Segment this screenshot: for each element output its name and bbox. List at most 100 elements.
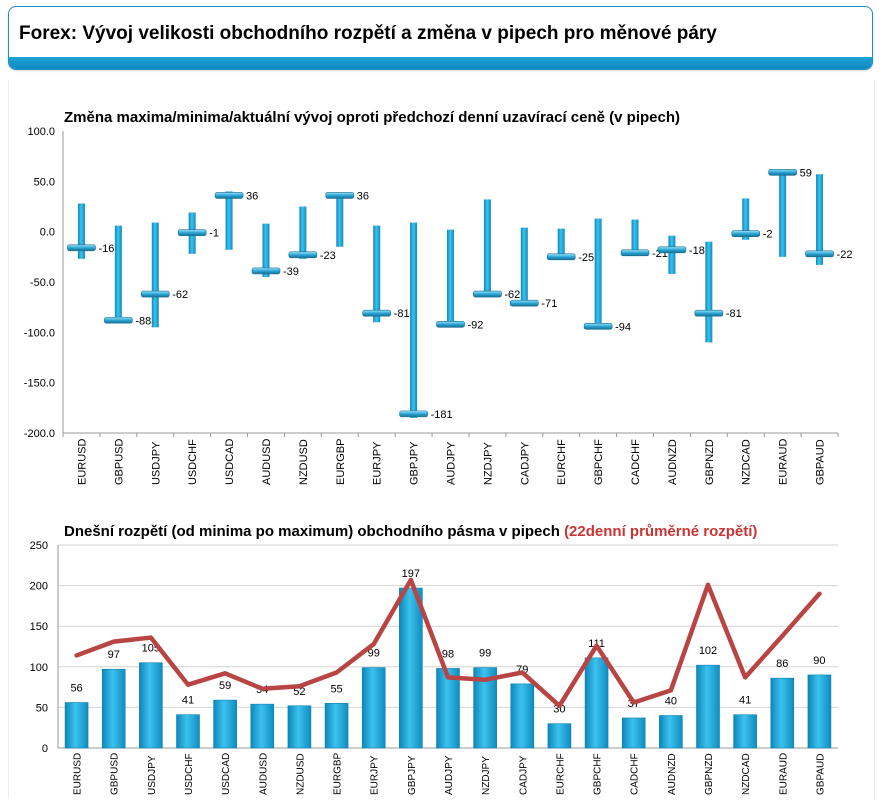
chart2-value-label: 99 bbox=[479, 648, 491, 660]
chart2-bar bbox=[64, 702, 89, 749]
chart2-bar bbox=[324, 703, 349, 749]
chart1-category-label: EURCHF bbox=[556, 439, 568, 485]
chart1-current-marker bbox=[399, 410, 428, 418]
chart2-value-label: 30 bbox=[553, 704, 565, 716]
chart2-bar bbox=[436, 668, 460, 749]
chart2-bar bbox=[807, 674, 832, 749]
chart1-category-label: NZDCAD bbox=[741, 439, 753, 485]
chart2-value-label: 55 bbox=[330, 683, 342, 695]
chart1-range-bar bbox=[373, 225, 381, 323]
chart2-category-label: NZDJPY bbox=[481, 756, 492, 795]
chart2-title-accent: (22denní průměrné rozpětí) bbox=[564, 523, 758, 540]
chart1-value-label: -22 bbox=[837, 249, 853, 261]
chart1-range-bar bbox=[410, 222, 418, 418]
chart1-value-label: -181 bbox=[431, 409, 453, 421]
chart2-title-main: Dnešní rozpětí (od minima po maximum) ob… bbox=[64, 523, 560, 540]
chart1-category-label: EURJPY bbox=[372, 441, 384, 485]
chart1-value-label: -88 bbox=[135, 315, 151, 327]
chart1-range-bar bbox=[779, 170, 787, 257]
chart1-range-bar bbox=[225, 191, 233, 250]
chart2-category-label: AUDJPY bbox=[444, 755, 455, 795]
chart1-ytick-label: -100.0 bbox=[24, 327, 55, 339]
chart2-bar bbox=[770, 677, 795, 749]
chart2-bar bbox=[399, 587, 423, 749]
chart2-bar bbox=[101, 668, 126, 749]
chart1-value-label: -81 bbox=[726, 308, 742, 320]
chart1-category-label: EURGBP bbox=[335, 439, 347, 485]
chart2-ytick-label: 150 bbox=[30, 621, 48, 633]
chart2-bar bbox=[250, 703, 275, 749]
chart1-value-label: 36 bbox=[357, 190, 369, 202]
chart2-value-label: 197 bbox=[402, 568, 420, 580]
chart1-current-marker bbox=[325, 192, 355, 199]
chart1-value-label: -18 bbox=[689, 245, 705, 257]
chart2-value-label: 99 bbox=[368, 648, 380, 660]
chart2-category-label: EURGBP bbox=[333, 752, 344, 795]
chart2-ytick-label: 100 bbox=[30, 662, 48, 674]
chart1-category-label: AUDUSD bbox=[261, 438, 273, 485]
chart1-category-label: NZDUSD bbox=[298, 439, 310, 485]
chart2-value-label: 56 bbox=[70, 683, 82, 695]
chart1-value-label: -2 bbox=[763, 229, 773, 241]
chart1-category-label: EURAUD bbox=[778, 438, 790, 485]
chart2-value-label: 52 bbox=[293, 686, 305, 698]
chart2-category-label: GBPJPY bbox=[407, 755, 418, 795]
chart1-ytick-label: -150.0 bbox=[24, 378, 55, 390]
chart2-value-label: 40 bbox=[665, 696, 677, 708]
chart2-category-label: USDJPY bbox=[147, 755, 158, 795]
chart1-range-bar bbox=[520, 227, 528, 305]
header-band bbox=[9, 57, 872, 69]
chart1-current-marker bbox=[694, 309, 724, 317]
chart1-category-label: GBPAUD bbox=[815, 439, 827, 485]
chart1-current-marker bbox=[657, 246, 687, 254]
chart1-current-marker bbox=[104, 316, 133, 324]
chart2-bar bbox=[361, 667, 386, 749]
chart2-category-label: EURCHF bbox=[555, 753, 566, 795]
chart2-category-label: GBPNZD bbox=[704, 753, 715, 795]
chart2-bar bbox=[473, 667, 497, 749]
chart1-value-label: -1 bbox=[209, 228, 219, 240]
chart1-range-bar bbox=[631, 219, 639, 254]
chart1-category-label: USDCAD bbox=[224, 438, 236, 485]
chart2-value-label: 102 bbox=[699, 645, 717, 657]
chart1-current-marker bbox=[583, 322, 613, 330]
header-banner: Forex: Vývoj velikosti obchodního rozpět… bbox=[8, 6, 873, 70]
chart1-current-marker bbox=[177, 229, 207, 236]
chart1-range-bar bbox=[742, 198, 750, 240]
chart1-category-label: EURUSD bbox=[76, 438, 88, 485]
chart2-value-label: 41 bbox=[739, 695, 751, 707]
chart1-range-bar bbox=[447, 229, 454, 328]
chart1-category-label: USDCHF bbox=[187, 439, 199, 485]
chart2-category-label: AUDNZD bbox=[667, 753, 678, 795]
chart1-category-label: GBPCHF bbox=[593, 439, 605, 485]
chart1-category-label: GBPNZD bbox=[704, 439, 716, 485]
chart1-value-label: 36 bbox=[246, 190, 258, 202]
chart2-bar bbox=[139, 662, 163, 749]
chart1-category-label: AUDJPY bbox=[446, 441, 458, 485]
chart2-ytick-label: 200 bbox=[30, 581, 48, 593]
chart2-category-label: EURJPY bbox=[370, 755, 381, 795]
chart2-value-label: 98 bbox=[442, 648, 454, 660]
chart2-bar bbox=[510, 683, 535, 749]
chart1-value-label: -81 bbox=[394, 308, 410, 320]
chart2-ytick-label: 0 bbox=[42, 743, 48, 755]
chart1-value-label: -71 bbox=[541, 298, 557, 310]
chart2-bar bbox=[584, 657, 609, 749]
chart2-ytick-label: 250 bbox=[30, 540, 48, 552]
chart2-category-label: GBPUSD bbox=[110, 753, 121, 795]
chart1-title: Změna maxima/minima/aktuální vývoj oprot… bbox=[64, 109, 681, 126]
chart2-bar bbox=[176, 714, 200, 749]
charts-panel bbox=[8, 80, 875, 798]
chart1-ytick-label: -50.0 bbox=[30, 277, 55, 289]
chart1-current-marker bbox=[546, 253, 576, 261]
chart1-range-bar bbox=[77, 203, 85, 259]
chart1-value-label: -25 bbox=[578, 252, 594, 264]
chart2-value-label: 86 bbox=[776, 658, 788, 670]
chart1-current-marker bbox=[140, 290, 170, 298]
chart1-range-bar bbox=[668, 235, 676, 274]
chart1-range-bar bbox=[816, 174, 824, 265]
chart1-ytick-label: -200.0 bbox=[24, 428, 55, 440]
chart2-category-label: CADJPY bbox=[518, 755, 529, 795]
chart1-value-label: -62 bbox=[172, 289, 188, 301]
